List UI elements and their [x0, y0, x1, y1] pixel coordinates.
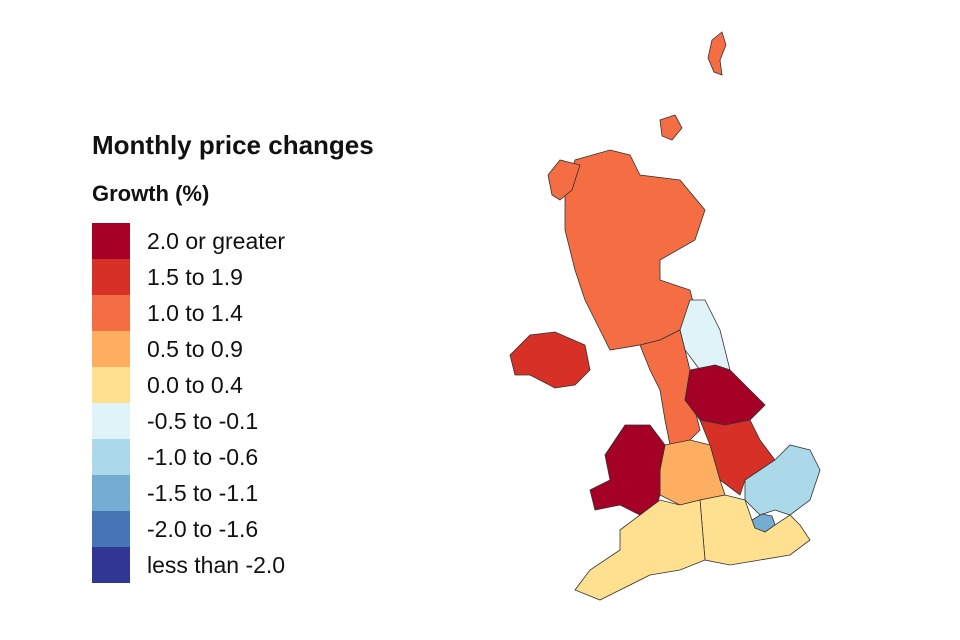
legend-item: less than -2.0 [92, 547, 285, 583]
legend-label: -1.5 to -1.1 [147, 479, 259, 506]
legend-label: 0.0 to 0.4 [147, 371, 243, 398]
region-south-east[interactable] [699, 494, 811, 566]
legend-label: -1.0 to -0.6 [147, 443, 259, 470]
region-hebrides[interactable] [547, 159, 581, 201]
map-title: Monthly price changes [92, 130, 374, 160]
legend-item: -1.5 to -1.1 [92, 475, 285, 511]
region-east-of-england[interactable] [744, 444, 821, 516]
legend-swatch [92, 475, 130, 511]
legend-item: 1.0 to 1.4 [92, 295, 285, 331]
legend-swatch [92, 331, 130, 367]
legend-label: 1.0 to 1.4 [147, 299, 243, 326]
region-wales[interactable] [589, 424, 666, 516]
region-london[interactable] [751, 513, 776, 533]
legend-swatch [92, 367, 130, 403]
legend-item: 0.5 to 0.9 [92, 331, 285, 367]
legend-item: 0.0 to 0.4 [92, 367, 285, 403]
legend-label: 0.5 to 0.9 [147, 335, 243, 362]
legend-swatch [92, 259, 130, 295]
legend-swatch [92, 547, 130, 583]
legend-label: less than -2.0 [147, 551, 286, 578]
region-yorkshire[interactable] [684, 364, 766, 426]
legend-item: -1.0 to -0.6 [92, 439, 285, 475]
legend-swatch [92, 403, 130, 439]
legend-label: 2.0 or greater [147, 227, 286, 254]
legend-swatch [92, 511, 130, 547]
region-north-west[interactable] [639, 329, 701, 446]
legend: 2.0 or greater 1.5 to 1.9 1.0 to 1.4 0.5 to… [92, 223, 285, 583]
region-south-west[interactable] [574, 499, 706, 601]
region-orkney[interactable] [659, 114, 683, 141]
legend-label: -2.0 to -1.6 [147, 515, 259, 542]
region-shetland[interactable] [707, 31, 727, 76]
legend-item: -2.0 to -1.6 [92, 511, 285, 547]
legend-label: 1.5 to 1.9 [147, 263, 243, 290]
region-scotland[interactable] [564, 149, 706, 351]
legend-label: -0.5 to -0.1 [147, 407, 259, 434]
legend-item: 1.5 to 1.9 [92, 259, 285, 295]
legend-item: 2.0 or greater [92, 223, 285, 259]
legend-title: Growth (%) [92, 181, 210, 206]
legend-swatch [92, 295, 130, 331]
legend-swatch [92, 223, 130, 259]
legend-item: -0.5 to -0.1 [92, 403, 285, 439]
region-northern-ireland[interactable] [509, 331, 591, 389]
legend-swatch [92, 439, 130, 475]
